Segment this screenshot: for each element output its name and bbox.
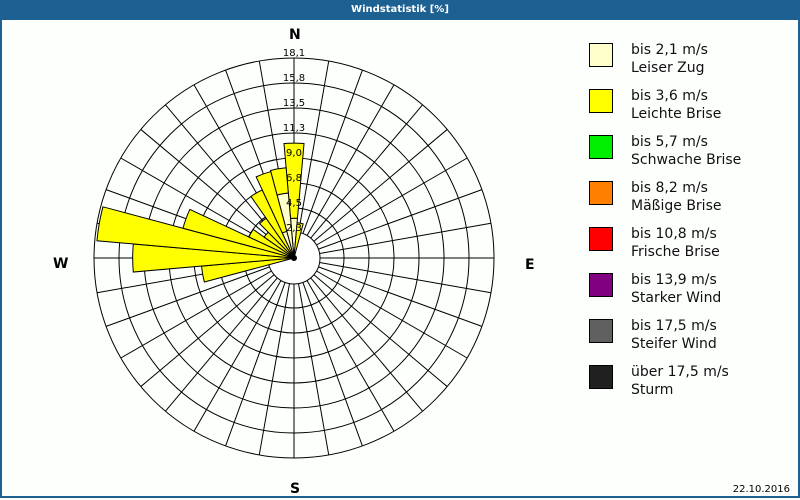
legend-label: Steifer Wind (631, 336, 717, 352)
wind-sector (182, 208, 295, 259)
radial-tick-label: 2,3 (286, 223, 302, 234)
legend-range: bis 13,9 m/s (631, 272, 717, 288)
compass-north: N (289, 27, 301, 43)
grid-spoke (298, 283, 330, 456)
legend-swatch (589, 89, 613, 113)
legend-label: Schwache Brise (631, 152, 742, 168)
legend-label: Starker Wind (631, 290, 722, 306)
grid-spoke (165, 104, 278, 239)
grid-spoke (225, 282, 286, 447)
legend-swatch (589, 319, 613, 343)
legend-swatch (589, 227, 613, 251)
legend-swatch (589, 43, 613, 67)
grid-spoke (316, 157, 468, 246)
grid-spoke (165, 277, 278, 412)
legend-label: Sturm (631, 382, 674, 398)
legend-swatch (589, 273, 613, 297)
legend-range: bis 5,7 m/s (631, 134, 708, 150)
grid-spoke (319, 222, 492, 254)
legend-swatch (589, 365, 613, 389)
legend-range: bis 10,8 m/s (631, 226, 717, 242)
compass-west: W (53, 256, 69, 272)
grid-spoke (120, 270, 272, 359)
legend-range: bis 17,5 m/s (631, 318, 717, 334)
grid-spoke (120, 157, 272, 246)
grid-spoke (310, 277, 423, 412)
radial-tick-label: 15,8 (283, 73, 305, 84)
legend-label: Leichte Brise (631, 106, 722, 122)
grid-spoke (302, 282, 363, 447)
grid-spoke (318, 189, 483, 250)
date-label: 22.10.2016 (732, 484, 790, 495)
wind-sector (269, 167, 289, 196)
grid-spoke (318, 266, 483, 327)
grid-spoke (310, 104, 423, 239)
legend-label: Mäßige Brise (631, 198, 722, 214)
chart-title: Windstatistik [%] (0, 0, 800, 20)
compass-south: S (290, 481, 301, 497)
legend-range: bis 2,1 m/s (631, 42, 708, 58)
wind-sector (293, 222, 304, 259)
grid-spoke (316, 270, 468, 359)
grid-spoke (140, 274, 275, 387)
legend-range: über 17,5 m/s (631, 364, 729, 380)
grid-spoke (306, 84, 395, 236)
grid-spoke (193, 280, 282, 432)
legend-swatch (589, 181, 613, 205)
radial-tick-label: 11,3 (283, 123, 305, 134)
radial-tick-label: 13,5 (283, 98, 305, 109)
radial-tick-label: 9,0 (286, 148, 302, 159)
grid-spoke (140, 129, 275, 242)
grid-spoke (105, 266, 270, 327)
legend-range: bis 3,6 m/s (631, 88, 708, 104)
grid-spoke (313, 129, 448, 242)
legend-label: Leiser Zug (631, 60, 705, 76)
radial-tick-label: 18,1 (283, 48, 305, 59)
grid-spoke (319, 262, 492, 294)
compass-east: E (525, 257, 535, 273)
grid-spoke (302, 69, 363, 234)
legend-label: Frische Brise (631, 244, 720, 260)
legend-swatch (589, 135, 613, 159)
grid-spoke (298, 60, 330, 233)
grid-spoke (258, 283, 290, 456)
grid-spoke (313, 274, 448, 387)
legend-range: bis 8,2 m/s (631, 180, 708, 196)
grid-spoke (306, 280, 395, 432)
radial-tick-label: 4,5 (286, 198, 302, 209)
wind-sector (248, 228, 295, 259)
radial-tick-label: 6,8 (286, 173, 302, 184)
